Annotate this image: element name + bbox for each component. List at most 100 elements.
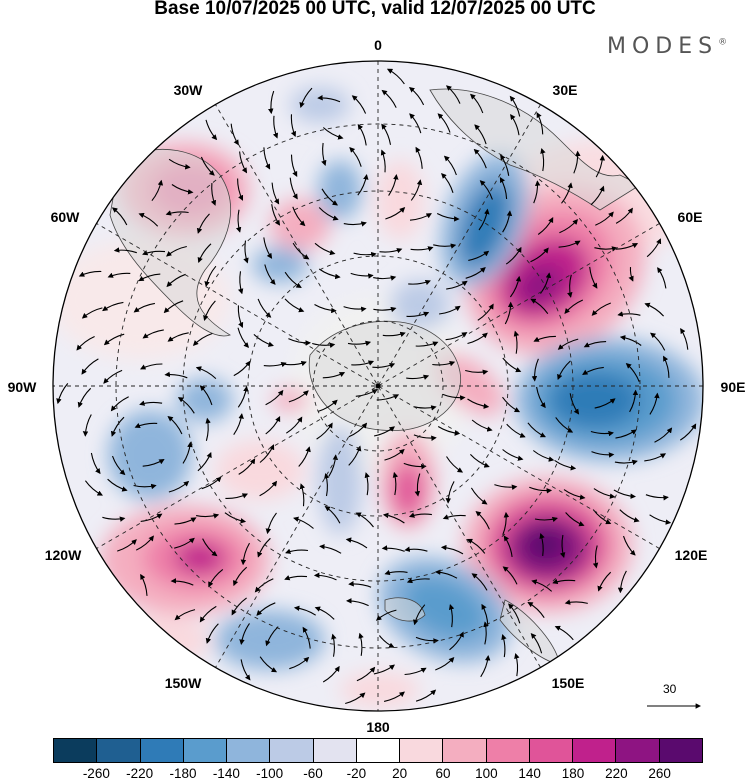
wind-vector (166, 273, 186, 288)
wind-vector (445, 332, 468, 341)
wind-vector (381, 89, 397, 108)
colorbar-tick-label: 100 (475, 766, 498, 781)
colorbar-tick-label: 260 (648, 766, 671, 781)
wind-vector (552, 578, 576, 585)
colorbar-tick-label: -60 (303, 766, 323, 781)
wind-vector (467, 332, 488, 345)
wind-vector (436, 213, 460, 222)
wind-vector (446, 456, 464, 473)
wind-vector (408, 87, 425, 106)
wind-vector (471, 419, 493, 432)
wind-vector (413, 434, 437, 441)
wind-vector (299, 87, 313, 109)
wind-vector (314, 304, 337, 314)
colorbar-tick-label: -20 (346, 766, 367, 781)
colorbar-segment (139, 739, 183, 762)
wind-vector (208, 568, 224, 588)
wind-vector (530, 632, 543, 654)
wind-vector (82, 414, 92, 437)
wind-vector (530, 298, 549, 315)
wind-vector (502, 449, 524, 461)
wind-vector (84, 480, 103, 496)
wind-vector (381, 545, 405, 552)
wind-vector (470, 93, 484, 114)
wind-vector (292, 206, 306, 227)
wind-vector (622, 535, 636, 556)
wind-vector (533, 335, 556, 342)
lon-label-150e: 150E (551, 675, 585, 691)
wind-vector (316, 422, 333, 440)
wind-vector (283, 360, 307, 367)
wind-vector (433, 243, 457, 249)
wind-vector (409, 213, 432, 221)
wind-vector (386, 68, 405, 85)
wind-vector (237, 178, 244, 201)
wind-vector (318, 268, 341, 280)
wind-vector (569, 393, 580, 415)
wind-vector (449, 631, 464, 651)
wind-vector (284, 298, 305, 313)
lon-label-30e: 30E (552, 82, 578, 98)
wind-vector (475, 510, 490, 530)
wind-vector (322, 665, 340, 683)
wind-vector (403, 462, 427, 470)
wind-vector (501, 634, 507, 658)
wind-vector (415, 146, 423, 169)
wind-vector (259, 480, 278, 497)
wind-vector (649, 392, 660, 415)
wind-vector (205, 623, 219, 644)
wind-vector (654, 427, 673, 443)
wind-vector (256, 602, 276, 616)
wind-vector (513, 330, 520, 354)
wind-vector (508, 603, 521, 624)
wind-vector (563, 489, 586, 500)
colorbar-segment (485, 739, 529, 762)
wind-vector (595, 211, 614, 226)
wind-vector (446, 280, 468, 290)
wind-vector (645, 494, 669, 501)
wind-vector (442, 393, 466, 401)
wind-vector (349, 147, 362, 167)
lon-label-60e: 60E (677, 209, 703, 225)
wind-vector (321, 188, 339, 206)
wind-vector (373, 426, 395, 437)
lon-label-90w: 90W (7, 379, 37, 395)
wind-vector (410, 246, 434, 252)
wind-vector (237, 271, 244, 295)
wind-vector (324, 472, 330, 497)
wind-vector (312, 342, 336, 349)
wind-vector (406, 374, 430, 380)
wind-vector (243, 240, 249, 264)
wind-vector (328, 454, 339, 477)
wind-vector (205, 417, 211, 441)
wind-vector (259, 656, 278, 673)
wind-vector (182, 441, 193, 464)
wind-vector (345, 692, 366, 705)
wind-vector (195, 366, 217, 379)
wind-vector (629, 389, 639, 413)
wind-vector (77, 387, 92, 408)
south-pole-marker (375, 383, 381, 389)
wind-vector (415, 341, 439, 347)
wind-vector (167, 416, 183, 435)
wind-vector (381, 123, 392, 145)
wind-vector (533, 180, 541, 204)
wind-vector (478, 208, 490, 231)
wind-vector (284, 271, 302, 288)
wind-vector (348, 580, 372, 588)
wind-vector (348, 422, 368, 438)
wind-vector (292, 242, 310, 260)
wind-vector (414, 473, 421, 497)
wind-vector (142, 329, 164, 339)
colorbar-tick-label: -100 (256, 766, 284, 781)
colorbar-tick-label: -140 (212, 766, 240, 781)
colorbar-tick-label: 220 (605, 766, 628, 781)
wind-vector (205, 119, 218, 141)
wind-vector (382, 331, 406, 338)
wind-vector (474, 124, 487, 145)
wind-vector (373, 306, 397, 313)
wind-vector (201, 476, 222, 490)
wind-vector (559, 534, 566, 559)
wind-vector (202, 538, 218, 557)
wind-vector (140, 573, 148, 596)
